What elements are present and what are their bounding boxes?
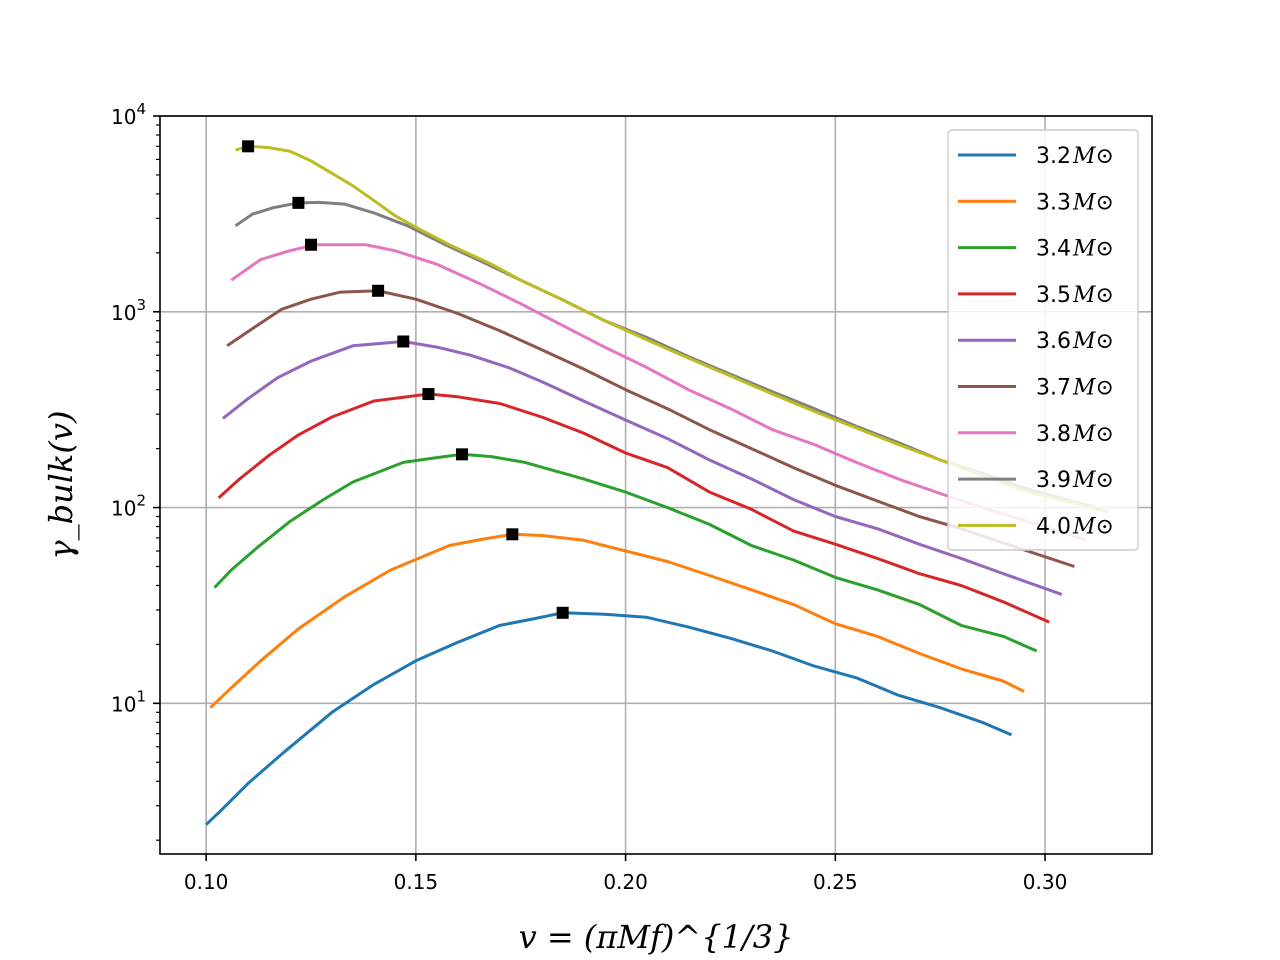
y-tick-label: 102 — [111, 492, 146, 521]
peak-marker-4.0 — [242, 140, 255, 153]
legend: 3.2M⊙ 3.3M⊙ 3.4M⊙ 3.5M⊙ 3.6M⊙ 3.7M⊙ 3.8M⊙ 3.9M⊙… — [947, 129, 1139, 551]
peak-marker-3.5 — [422, 388, 435, 401]
legend-label-3.8: 3.8M⊙ — [1036, 422, 1114, 447]
peak-marker-3.6 — [397, 335, 410, 348]
peak-marker-3.2 — [556, 606, 569, 619]
legend-label-3.3: 3.3M⊙ — [1036, 190, 1114, 215]
legend-label-3.9: 3.9M⊙ — [1036, 468, 1114, 493]
peak-marker-3.8 — [305, 238, 318, 251]
peak-marker-3.9 — [292, 196, 305, 209]
peak-marker-3.3 — [506, 528, 519, 541]
peak-marker-3.4 — [456, 448, 469, 461]
legend-label-3.7: 3.7M⊙ — [1036, 376, 1114, 401]
legend-label-4.0: 4.0M⊙ — [1036, 514, 1114, 539]
y-tick-label: 101 — [111, 687, 146, 716]
y-axis-label: γ_bulk(v) — [42, 411, 80, 560]
x-tick-label: 0.30 — [1023, 870, 1068, 894]
series-line-4.0 — [235, 144, 1109, 514]
x-tick-label: 0.20 — [603, 870, 648, 894]
plot-frame — [159, 115, 1153, 855]
y-tick-label: 103 — [111, 296, 146, 325]
series-line-3.2 — [205, 611, 1013, 826]
legend-label-3.4: 3.4M⊙ — [1036, 237, 1114, 262]
legend-label-3.6: 3.6M⊙ — [1036, 329, 1114, 354]
series-line-3.7 — [226, 289, 1075, 568]
x-axis-label: v = (πMf)^{1/3} — [519, 918, 794, 956]
series-line-3.3 — [209, 532, 1025, 709]
x-tick-label: 0.25 — [813, 870, 858, 894]
legend-box — [947, 129, 1139, 551]
series-line-3.6 — [221, 340, 1063, 596]
peak-marker-3.7 — [372, 284, 385, 297]
axis-ticks: 0.10 0.15 0.20 0.25 0.30 101 102 103 104 — [111, 100, 1067, 894]
legend-label-3.5: 3.5M⊙ — [1036, 283, 1114, 308]
x-tick-label: 0.15 — [394, 870, 439, 894]
series-line-3.8 — [230, 243, 1088, 542]
series-line-3.4 — [213, 452, 1038, 653]
series-line-3.5 — [217, 392, 1050, 624]
x-tick-label: 0.10 — [184, 870, 229, 894]
legend-label-3.2: 3.2M⊙ — [1036, 144, 1114, 169]
peak-markers — [242, 140, 569, 619]
y-tick-label: 104 — [111, 100, 146, 129]
series-lines — [205, 144, 1109, 826]
